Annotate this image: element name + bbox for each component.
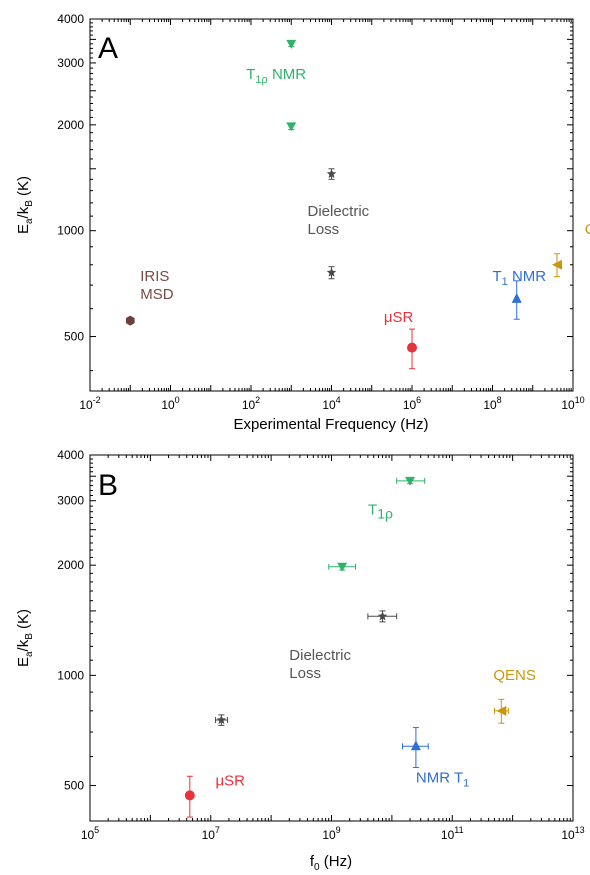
marker-triangle-down — [286, 122, 297, 132]
marker-triangle-up — [410, 740, 421, 751]
y-tick-label: 4000 — [57, 12, 84, 26]
y-tick-label: 500 — [64, 779, 84, 793]
y-tick-label: 2000 — [57, 558, 84, 572]
x-tick-label: 105 — [81, 825, 99, 842]
annotation-dielectric: Loss — [289, 665, 321, 682]
x-tick-label: 109 — [322, 825, 340, 842]
y-axis-ticks-a: 500 1000 2000 3000 4000 — [57, 12, 573, 372]
data-points-a — [125, 39, 562, 370]
x-axis-ticks-a: 10-2 100 102 104 106 108 1010 — [79, 19, 585, 412]
data-point — [286, 122, 297, 132]
panel-b: B 105 107 109 1011 1013 5001000200030004000 … — [15, 448, 585, 873]
data-point — [407, 328, 417, 370]
y-tick-label: 3000 — [57, 494, 84, 508]
x-tick-label: 1011 — [441, 825, 464, 842]
data-point — [551, 253, 562, 278]
panel-letter-a: A — [98, 32, 118, 65]
data-point — [367, 610, 398, 623]
data-point — [215, 714, 229, 726]
y-tick-label: 500 — [64, 330, 84, 344]
panel-letter-b: B — [98, 469, 118, 502]
x-tick-label: 102 — [242, 395, 260, 412]
x-tick-label: 1010 — [561, 395, 584, 412]
marker-hexagon — [125, 315, 135, 326]
data-point — [493, 698, 509, 724]
x-tick-label: 107 — [202, 825, 220, 842]
marker-triangle-up — [511, 292, 522, 303]
marker-star — [326, 168, 337, 178]
data-point — [326, 266, 337, 280]
annotation-musr: μSR — [384, 309, 414, 326]
marker-triangle-down — [337, 562, 348, 572]
annotation-iris: IRIS — [140, 268, 169, 285]
annotation-t1nmr: T1 NMR — [493, 268, 547, 288]
marker-star — [377, 611, 388, 621]
data-point — [286, 39, 297, 49]
y-tick-label: 4000 — [57, 448, 84, 462]
marker-triangle-left — [496, 705, 507, 716]
marker-star — [216, 715, 227, 725]
annotation-dielectric: Dielectric — [308, 203, 370, 220]
marker-triangle-down — [405, 476, 416, 486]
x-axis-label-b: f0 (Hz) — [310, 853, 352, 873]
plot-frame-b — [89, 454, 574, 822]
x-tick-label: 108 — [483, 395, 501, 412]
annotation-qens: QENS — [585, 221, 590, 238]
annotation-t1rho: T1ρ NMR — [246, 66, 306, 86]
data-point — [402, 727, 429, 769]
panel-a: A 10-2 100 102 104 106 108 1010 500 1000 2000 300… — [15, 12, 590, 433]
annotation-dielectric: Loss — [308, 221, 340, 238]
data-point — [511, 280, 522, 320]
annotation-nmrt1: NMR T1 — [416, 769, 469, 789]
data-point — [328, 562, 357, 572]
marker-star — [326, 267, 337, 277]
data-point — [326, 168, 337, 180]
marker-triangle-down — [286, 39, 297, 49]
x-tick-label: 1013 — [561, 825, 584, 842]
annotation-t1rho: T1ρ — [368, 502, 393, 522]
y-axis-label-a: Ea/kB (K) — [15, 176, 35, 234]
marker-circle — [184, 790, 195, 801]
annotation-qens: QENS — [493, 667, 536, 684]
annotation-dielectric: Dielectric — [289, 647, 351, 664]
annotation-musr: μSR — [216, 773, 246, 790]
x-axis-ticks-b: 105 107 109 1011 1013 — [81, 455, 585, 842]
x-tick-label: 10-2 — [79, 395, 100, 412]
y-axis-label-b: Ea/kB (K) — [15, 609, 35, 667]
x-tick-label: 106 — [403, 395, 421, 412]
data-point — [184, 775, 195, 818]
y-tick-label: 1000 — [57, 668, 84, 682]
y-axis-ticks-b: 500 1000 2000 3000 4000 — [57, 448, 573, 822]
x-axis-label-a: Experimental Frequency (Hz) — [233, 416, 428, 433]
x-tick-label: 104 — [322, 395, 340, 412]
y-tick-label: 2000 — [57, 118, 84, 132]
y-tick-label: 1000 — [57, 224, 84, 238]
data-point — [396, 476, 426, 486]
data-point — [125, 315, 135, 326]
marker-circle — [407, 342, 417, 353]
annotation-iris: MSD — [140, 286, 174, 303]
x-tick-label: 100 — [161, 395, 179, 412]
y-tick-label: 3000 — [57, 56, 84, 70]
data-points-b — [184, 476, 509, 818]
marker-triangle-left — [551, 259, 562, 270]
